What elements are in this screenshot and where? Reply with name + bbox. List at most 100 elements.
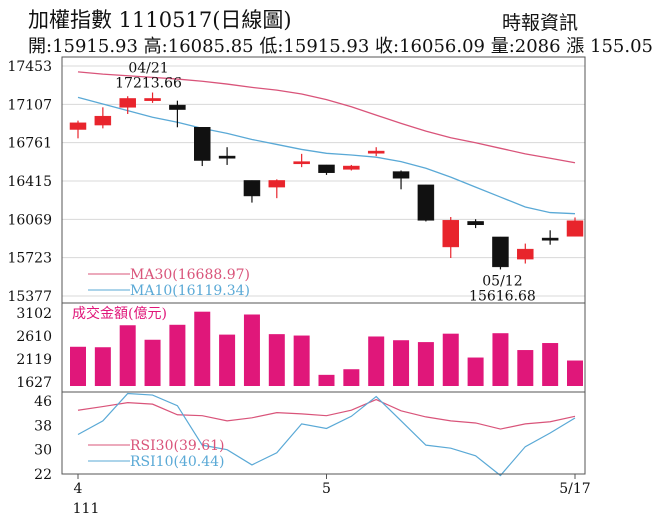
price-tick-label: 17453 — [7, 59, 52, 75]
candle — [417, 184, 435, 222]
volume-bar — [243, 314, 260, 386]
price-tick-label: 15377 — [7, 289, 52, 305]
annotation-value: 17213.66 — [115, 76, 182, 92]
volume-bar — [567, 360, 583, 386]
candle-body — [318, 164, 335, 173]
candle-body — [218, 155, 236, 159]
volume-bar — [517, 350, 534, 386]
volume-tick-label: 2610 — [16, 329, 52, 345]
rsi30-legend: RSI30(39.61) — [130, 438, 224, 454]
volume-bar — [318, 374, 335, 386]
annotation-date: 05/12 — [482, 273, 522, 289]
candle — [343, 164, 360, 171]
candle-body — [169, 104, 186, 110]
volume-tick-label: 3102 — [16, 306, 52, 322]
rsi-tick-label: 22 — [34, 467, 52, 483]
rsi-tick-label: 30 — [34, 443, 52, 459]
candle — [293, 153, 310, 168]
candle-body — [492, 236, 509, 268]
candle — [367, 147, 385, 157]
candle — [94, 107, 112, 129]
candle — [268, 179, 286, 199]
rsi30-line — [77, 398, 576, 430]
candle — [492, 236, 509, 270]
candle — [442, 217, 459, 258]
volume-bar — [393, 340, 410, 386]
volume-tick-label: 2119 — [16, 352, 52, 368]
candle-body — [442, 220, 459, 248]
candle — [392, 170, 410, 190]
price-tick-label: 16069 — [7, 212, 52, 228]
volume-bar — [492, 333, 509, 386]
ma10-legend: MA10(16119.34) — [130, 283, 250, 299]
candle-body — [94, 115, 112, 126]
candle-body — [194, 127, 211, 161]
candle-body — [467, 221, 484, 226]
x-tick-label: 5 — [322, 481, 331, 497]
candle — [318, 164, 335, 175]
candle-body — [417, 184, 435, 221]
ma30-legend: MA30(16688.97) — [130, 267, 250, 283]
rsi-panel — [77, 392, 576, 477]
volume-panel: 成交金額(億元) — [70, 305, 583, 386]
volume-bar — [293, 335, 310, 386]
candle-body — [517, 248, 534, 260]
price-panel — [62, 65, 585, 297]
chart-title: 加權指數 1110517(日線圖) — [28, 8, 292, 32]
rsi10-line — [77, 392, 576, 477]
volume-bar — [144, 339, 161, 386]
candle — [119, 96, 136, 114]
candle — [467, 219, 484, 229]
price-tick-label: 16761 — [7, 136, 52, 152]
candle — [566, 217, 584, 237]
candle-body — [541, 237, 559, 241]
candle-body — [243, 180, 261, 197]
volume-bar — [169, 324, 186, 386]
volume-bar — [343, 369, 360, 386]
volume-title: 成交金額(億元) — [72, 305, 167, 322]
rsi-tick-label: 38 — [34, 418, 52, 434]
plot-frame — [61, 56, 586, 475]
x-year-label: 111 — [73, 501, 100, 517]
source-label: 時報資訊 — [502, 12, 579, 34]
volume-bar — [467, 357, 484, 386]
volume-tick-label: 1627 — [16, 375, 52, 391]
volume-bar — [368, 336, 385, 386]
rsi-tick-label: 46 — [34, 394, 52, 410]
candle — [69, 120, 87, 139]
ma10-line — [77, 96, 576, 215]
volume-bar — [442, 333, 459, 386]
rsi10-legend: RSI10(40.44) — [130, 454, 224, 470]
candle-body — [367, 150, 385, 154]
volume-bar — [94, 347, 111, 386]
candle-body — [69, 122, 87, 130]
volume-bar — [194, 311, 211, 386]
price-tick-label: 15723 — [7, 251, 52, 267]
quote-summary: 開:15915.93 高:16085.85 低:15915.93 收:16056… — [28, 36, 653, 57]
candle — [144, 92, 161, 103]
volume-bar — [417, 342, 434, 386]
price-tick-label: 17107 — [7, 97, 52, 113]
candle — [541, 230, 559, 245]
candle — [194, 127, 211, 167]
annotation-value: 15616.68 — [469, 288, 536, 304]
candle — [218, 147, 236, 165]
candle-body — [144, 98, 161, 101]
volume-bar — [268, 334, 285, 386]
candle — [169, 100, 186, 128]
ma30-line — [77, 71, 576, 164]
candle — [243, 180, 261, 203]
candle-body — [268, 180, 286, 188]
candle-body — [343, 165, 360, 170]
volume-bar — [542, 343, 559, 386]
candle-body — [566, 220, 584, 237]
volume-bar — [219, 334, 236, 386]
candle-body — [392, 171, 410, 179]
candle — [517, 243, 534, 264]
price-tick-label: 16415 — [7, 174, 52, 190]
volume-bar — [70, 346, 86, 386]
x-tick-label: 4 — [74, 481, 83, 497]
candle-body — [119, 98, 136, 108]
x-tick-label: 5/17 — [559, 481, 590, 497]
